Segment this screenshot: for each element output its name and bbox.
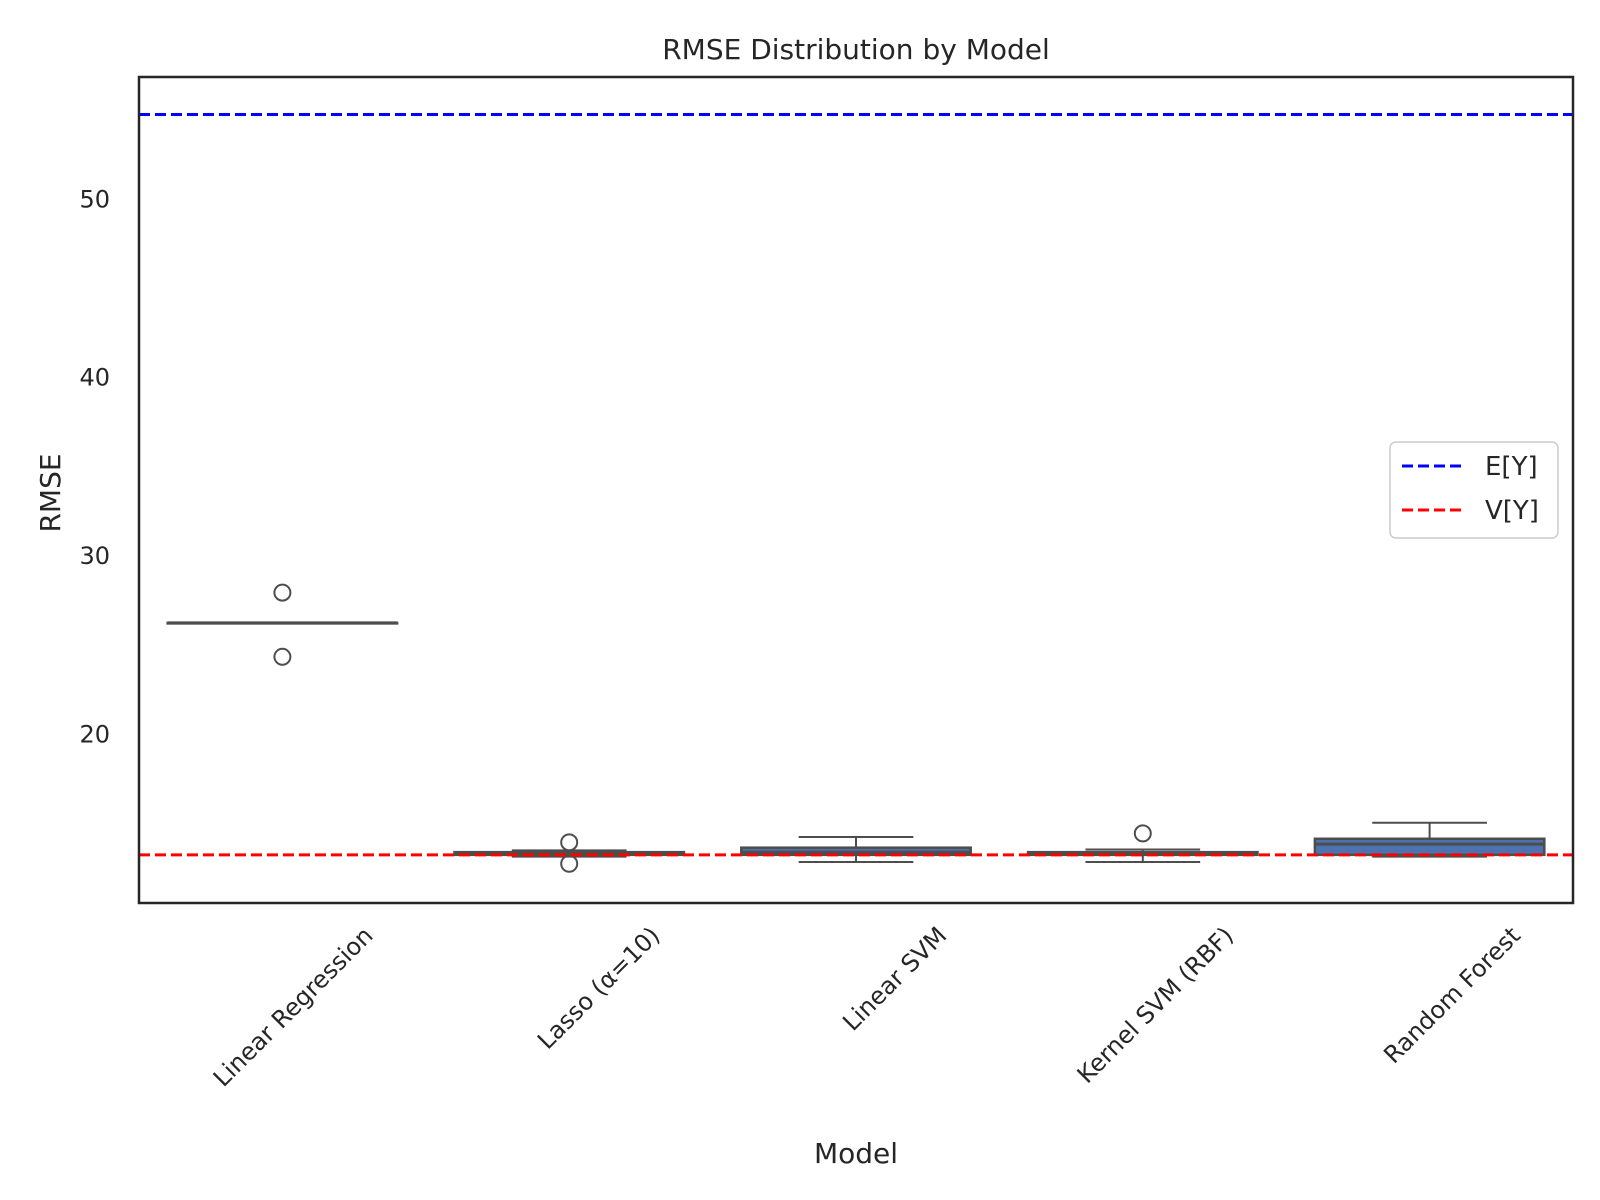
plot-area: [139, 112, 1573, 873]
box-group: [1026, 824, 1259, 863]
y-tick-label: 20: [79, 721, 110, 749]
outlier-point: [560, 854, 579, 873]
box-iqr: [1313, 837, 1546, 857]
legend-label: E[Y]: [1485, 452, 1538, 482]
box-group: [740, 835, 972, 863]
outlier-point: [273, 647, 292, 666]
legend-box: [1389, 441, 1559, 539]
box-group: [1313, 821, 1546, 858]
legend: E[Y] V[Y]: [1389, 441, 1559, 539]
legend-label: V[Y]: [1485, 496, 1539, 526]
outlier-point: [1133, 824, 1152, 843]
box-group: [166, 583, 399, 666]
y-tick-label: 30: [79, 542, 110, 570]
y-tick-label: 40: [79, 364, 110, 392]
plot-frame: [137, 75, 1575, 905]
y-axis-label: RMSE: [34, 453, 67, 532]
outlier-point: [560, 833, 579, 852]
y-tick-label: 50: [79, 185, 110, 213]
y-axis: 20 30 40 50: [79, 185, 110, 748]
box-group: [453, 833, 686, 873]
chart-title: RMSE Distribution by Model: [662, 33, 1050, 66]
outlier-point: [273, 583, 292, 602]
x-axis-label: Model: [814, 1137, 898, 1170]
